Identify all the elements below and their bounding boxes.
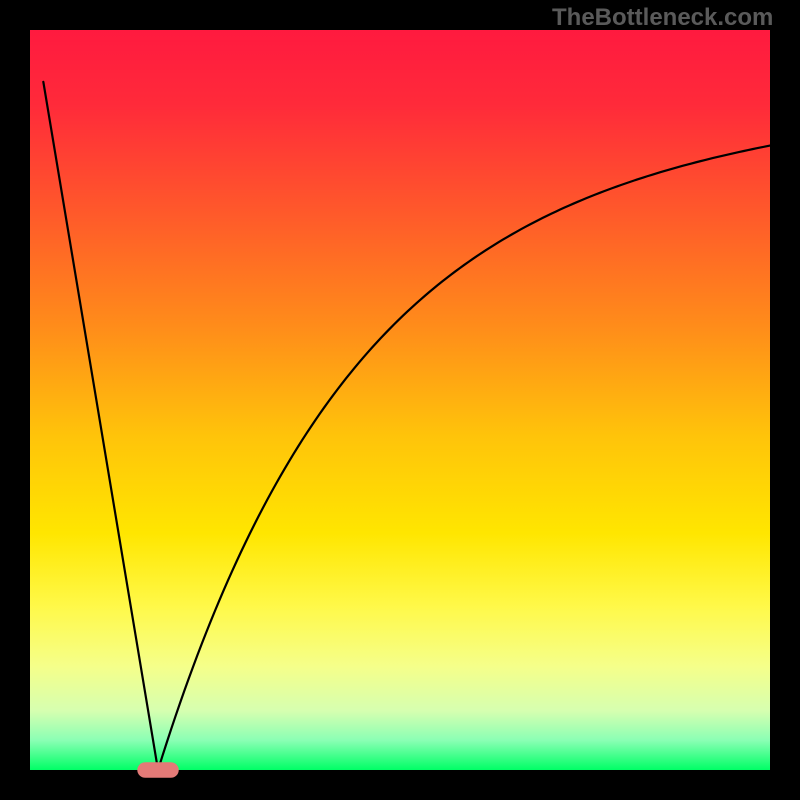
plot-gradient-background [30, 30, 770, 770]
gradient-rect [30, 30, 770, 770]
minimum-marker [137, 762, 178, 778]
curve-layer [30, 30, 770, 770]
watermark-text: TheBottleneck.com [552, 4, 773, 32]
chart-frame: TheBottleneck.com [0, 0, 800, 800]
